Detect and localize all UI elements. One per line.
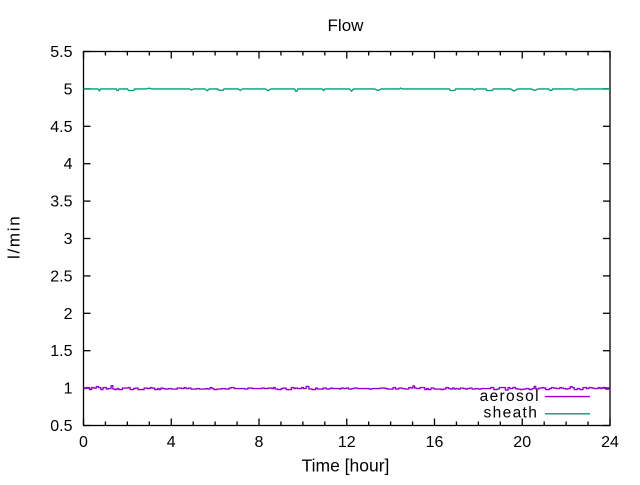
svg-text:4: 4 <box>167 434 176 451</box>
svg-text:12: 12 <box>338 434 356 451</box>
svg-text:0: 0 <box>79 434 88 451</box>
svg-text:4: 4 <box>64 156 73 173</box>
svg-text:8: 8 <box>255 434 264 451</box>
svg-text:5: 5 <box>64 81 73 98</box>
svg-text:2: 2 <box>64 306 73 323</box>
svg-text:aerosol: aerosol <box>480 388 540 405</box>
svg-text:0.5: 0.5 <box>50 418 72 435</box>
svg-text:sheath: sheath <box>484 404 539 421</box>
svg-text:1.5: 1.5 <box>50 343 72 360</box>
svg-text:Flow: Flow <box>328 16 365 35</box>
svg-text:5.5: 5.5 <box>50 44 72 61</box>
svg-text:16: 16 <box>426 434 444 451</box>
svg-text:4.5: 4.5 <box>50 119 72 136</box>
svg-text:1: 1 <box>64 381 73 398</box>
svg-text:3: 3 <box>64 231 73 248</box>
svg-text:24: 24 <box>601 434 619 451</box>
svg-text:l/min: l/min <box>5 215 24 259</box>
svg-text:20: 20 <box>513 434 531 451</box>
svg-text:Time [hour]: Time [hour] <box>302 456 390 476</box>
svg-text:3.5: 3.5 <box>50 194 72 211</box>
svg-text:2.5: 2.5 <box>50 268 72 285</box>
